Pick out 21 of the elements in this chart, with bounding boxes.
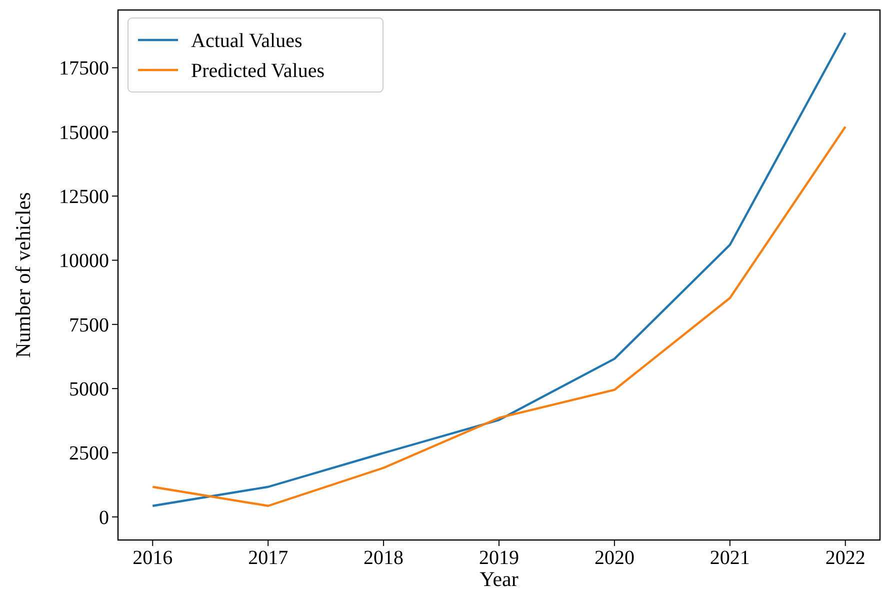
- x-tick-label: 2017: [248, 547, 288, 569]
- x-tick-label: 2021: [710, 547, 750, 569]
- x-tick-label: 2018: [364, 547, 404, 569]
- x-tick-label: 2019: [479, 547, 519, 569]
- y-tick-label: 0: [99, 506, 109, 529]
- y-tick-label: 15000: [59, 122, 109, 144]
- y-tick-label: 17500: [59, 58, 109, 80]
- legend-label: Predicted Values: [191, 60, 325, 82]
- line-series: [152, 126, 846, 507]
- x-tick-label: 2020: [594, 547, 634, 569]
- y-tick-label: 2500: [69, 442, 109, 465]
- y-tick-label: 5000: [69, 378, 109, 401]
- legend-label: Actual Values: [191, 30, 302, 52]
- line-series: [152, 32, 846, 507]
- x-axis-title: Year: [480, 567, 518, 590]
- y-tick-label: 12500: [59, 186, 109, 208]
- y-tick-label: 7500: [69, 314, 109, 336]
- x-tick-label: 2016: [132, 547, 173, 569]
- y-tick-label: 10000: [59, 250, 109, 272]
- x-tick-label: 2022: [825, 547, 866, 569]
- y-axis-title: Number of vehicles: [11, 192, 35, 358]
